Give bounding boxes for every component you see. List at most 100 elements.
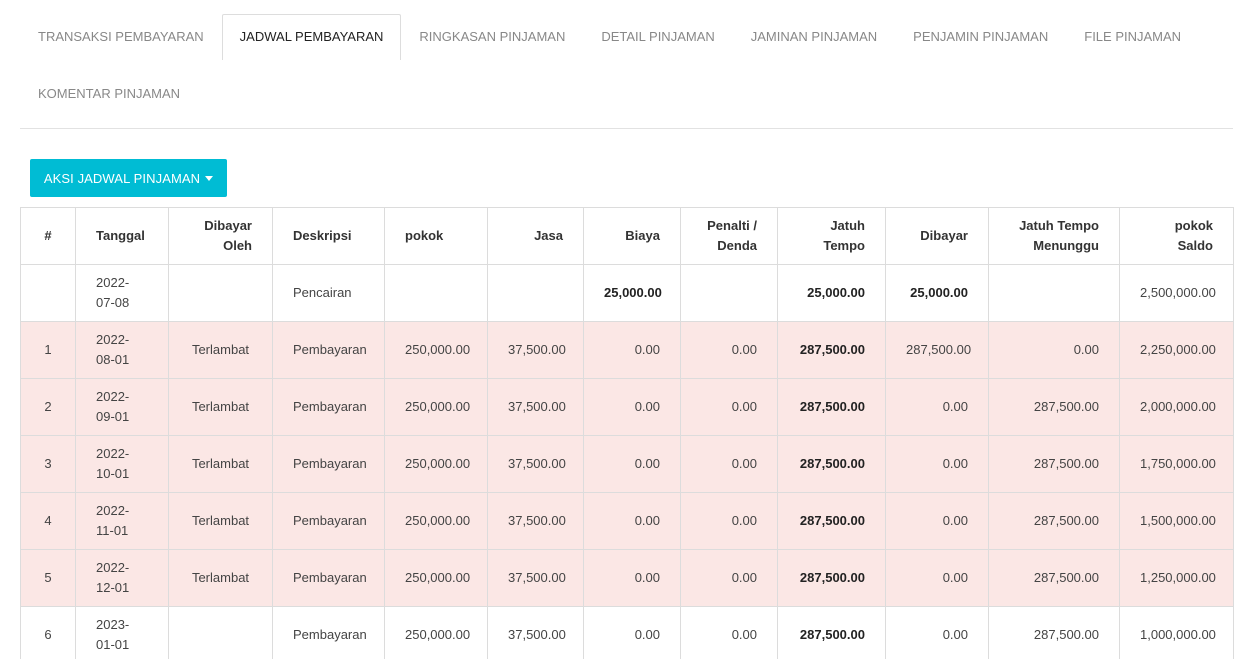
cell-dibayar-oleh: Terlambat [168, 321, 273, 379]
cell-penalti: 0.00 [680, 435, 778, 493]
cell-saldo: 2,500,000.00 [1119, 264, 1234, 322]
cell-pokok: 250,000.00 [384, 549, 488, 607]
cell-deskripsi: Pembayaran [272, 492, 385, 550]
header-jasa[interactable]: Jasa [487, 207, 584, 265]
cell-no: 3 [20, 435, 76, 493]
table-row: 2022-07-08 Pencairan 25,000.00 25,000.00 25,… [20, 264, 1234, 322]
cell-jatuh-tempo: 287,500.00 [777, 378, 886, 436]
table-row: 3 2022-10-01 Terlambat Pembayaran 250,000.00… [20, 435, 1234, 493]
tab-komentar-pinjaman[interactable]: KOMENTAR PINJAMAN [38, 86, 181, 101]
cell-menunggu: 287,500.00 [988, 606, 1120, 659]
cell-dibayar: 0.00 [885, 549, 989, 607]
cell-saldo: 2,250,000.00 [1119, 321, 1234, 379]
cell-deskripsi: Pembayaran [272, 321, 385, 379]
cell-jatuh-tempo: 287,500.00 [777, 492, 886, 550]
cell-no [20, 264, 76, 322]
header-dibayar[interactable]: Dibayar [885, 207, 989, 265]
cell-pokok: 250,000.00 [384, 606, 488, 659]
aksi-jadwal-pinjaman-button[interactable]: AKSI JADWAL PINJAMAN [30, 159, 227, 197]
caret-down-icon [205, 176, 214, 181]
cell-pokok: 250,000.00 [384, 492, 488, 550]
date-text: 2022-08-01 [96, 332, 130, 367]
tab-transaksi-pembayaran[interactable]: TRANSAKSI PEMBAYARAN [38, 29, 204, 44]
date-text: 2022-09-01 [96, 389, 130, 424]
cell-pokok: 250,000.00 [384, 321, 488, 379]
cell-penalti: 0.00 [680, 321, 778, 379]
cell-deskripsi: Pembayaran [272, 378, 385, 436]
cell-tanggal: 2022-07-08 [75, 264, 169, 322]
cell-biaya: 0.00 [583, 321, 681, 379]
tab-penjamin-pinjaman[interactable]: PENJAMIN PINJAMAN [913, 29, 1049, 44]
cell-jasa: 37,500.00 [487, 435, 584, 493]
cell-dibayar: 0.00 [885, 492, 989, 550]
cell-dibayar: 0.00 [885, 378, 989, 436]
date-text: 2022-12-01 [96, 560, 130, 595]
header-no[interactable]: # [20, 207, 76, 265]
date-text: 2023-01-01 [96, 617, 130, 652]
cell-deskripsi: Pembayaran [272, 435, 385, 493]
cell-deskripsi: Pencairan [272, 264, 385, 322]
cell-dibayar-oleh [168, 606, 273, 659]
cell-jatuh-tempo: 287,500.00 [777, 321, 886, 379]
cell-penalti: 0.00 [680, 606, 778, 659]
cell-biaya: 0.00 [583, 378, 681, 436]
cell-biaya: 0.00 [583, 606, 681, 659]
cell-jasa: 37,500.00 [487, 549, 584, 607]
tab-file-pinjaman[interactable]: FILE PINJAMAN [1084, 29, 1182, 44]
cell-deskripsi: Pembayaran [272, 549, 385, 607]
header-dibayar-oleh[interactable]: Dibayar Oleh [168, 207, 273, 265]
cell-tanggal: 2022-11-01 [75, 492, 169, 550]
header-jatuh-tempo-menunggu[interactable]: Jatuh Tempo Menunggu [988, 207, 1120, 265]
cell-pokok [384, 264, 488, 322]
cell-dibayar: 287,500.00 [885, 321, 989, 379]
tab-jadwal-pembayaran[interactable]: JADWAL PEMBAYARAN [221, 14, 402, 60]
table-row: 6 2023-01-01 Pembayaran 250,000.00 37,500.00… [20, 606, 1234, 659]
cell-tanggal: 2023-01-01 [75, 606, 169, 659]
cell-dibayar-oleh [168, 264, 273, 322]
cell-no: 2 [20, 378, 76, 436]
table-body: 2022-07-08 Pencairan 25,000.00 25,000.00 25,… [20, 264, 1234, 659]
cell-dibayar-oleh: Terlambat [168, 378, 273, 436]
header-tanggal[interactable]: Tanggal [75, 207, 169, 265]
cell-tanggal: 2022-08-01 [75, 321, 169, 379]
cell-jatuh-tempo: 287,500.00 [777, 606, 886, 659]
cell-pokok: 250,000.00 [384, 378, 488, 436]
header-biaya[interactable]: Biaya [583, 207, 681, 265]
cell-tanggal: 2022-09-01 [75, 378, 169, 436]
cell-tanggal: 2022-12-01 [75, 549, 169, 607]
date-text: 2022-07-08 [96, 275, 130, 310]
cell-tanggal: 2022-10-01 [75, 435, 169, 493]
cell-dibayar-oleh: Terlambat [168, 492, 273, 550]
tab-detail-pinjaman[interactable]: DETAIL PINJAMAN [601, 29, 715, 44]
header-jatuh-tempo[interactable]: Jatuh Tempo [777, 207, 886, 265]
header-pokok-saldo[interactable]: pokok Saldo [1119, 207, 1234, 265]
cell-penalti: 0.00 [680, 378, 778, 436]
cell-jatuh-tempo: 287,500.00 [777, 435, 886, 493]
cell-jasa: 37,500.00 [487, 606, 584, 659]
date-text: 2022-10-01 [96, 446, 130, 481]
cell-dibayar-oleh: Terlambat [168, 549, 273, 607]
table-row: 5 2022-12-01 Terlambat Pembayaran 250,000.00… [20, 549, 1234, 607]
header-penalti-denda[interactable]: Penalti / Denda [680, 207, 778, 265]
tab-ringkasan-pinjaman[interactable]: RINGKASAN PINJAMAN [419, 29, 566, 44]
cell-saldo: 1,750,000.00 [1119, 435, 1234, 493]
tab-jaminan-pinjaman[interactable]: JAMINAN PINJAMAN [750, 29, 878, 44]
header-pokok[interactable]: pokok [384, 207, 488, 265]
table-row: 1 2022-08-01 Terlambat Pembayaran 250,000.00… [20, 321, 1234, 379]
header-deskripsi[interactable]: Deskripsi [272, 207, 385, 265]
aksi-jadwal-pinjaman-label: AKSI JADWAL PINJAMAN [43, 170, 201, 186]
cell-saldo: 2,000,000.00 [1119, 378, 1234, 436]
cell-menunggu: 0.00 [988, 321, 1120, 379]
cell-no: 4 [20, 492, 76, 550]
cell-no: 1 [20, 321, 76, 379]
cell-dibayar: 25,000.00 [885, 264, 989, 322]
cell-deskripsi: Pembayaran [272, 606, 385, 659]
cell-penalti: 0.00 [680, 492, 778, 550]
cell-jatuh-tempo: 25,000.00 [777, 264, 886, 322]
tab-divider [20, 128, 1233, 129]
cell-jatuh-tempo: 287,500.00 [777, 549, 886, 607]
cell-biaya: 0.00 [583, 492, 681, 550]
cell-penalti: 0.00 [680, 549, 778, 607]
tab-row-primary: TRANSAKSI PEMBAYARAN JADWAL PEMBAYARAN R… [20, 14, 1233, 60]
cell-jasa: 37,500.00 [487, 321, 584, 379]
